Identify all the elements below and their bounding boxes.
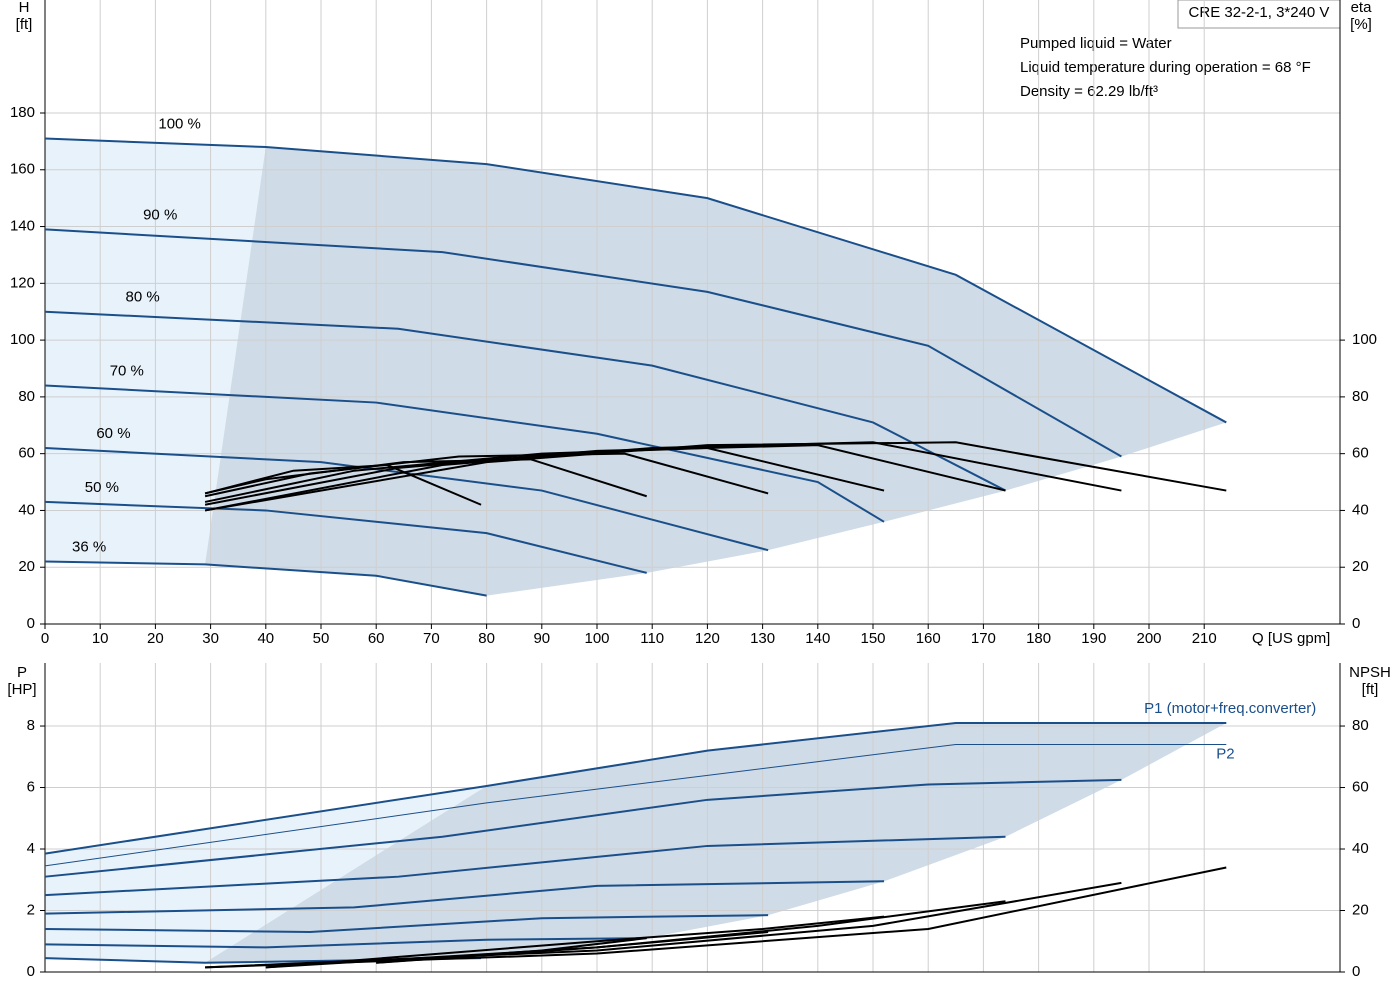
plot-layer: 0 10 20 30 40 50 60 70 80 90 100 110 120 130 140 150 160… xyxy=(10,0,1377,647)
x-tick-label: 180 xyxy=(1026,630,1051,647)
y2-tick-label: 60 xyxy=(1352,778,1369,795)
x-tick-label: 150 xyxy=(860,630,885,647)
y-tick-label: 6 xyxy=(27,778,35,795)
y-tick-label: 80 xyxy=(18,388,35,405)
y-label: P xyxy=(17,664,27,681)
x-tick-label: 70 xyxy=(423,630,440,647)
y-tick-label: 20 xyxy=(18,558,35,575)
curve xyxy=(44,743,1227,867)
x-tick-label: 170 xyxy=(971,630,996,647)
secondary-curve xyxy=(376,937,647,964)
curve xyxy=(44,384,885,523)
curve xyxy=(44,937,647,949)
secondary-curve xyxy=(265,915,885,969)
y2-tick-label: 40 xyxy=(1352,840,1369,857)
y2-tick-label: 100 xyxy=(1352,331,1377,348)
curve-label: 90 % xyxy=(143,206,177,223)
x-tick-label: 100 xyxy=(584,630,609,647)
x-tick-label: 90 xyxy=(533,630,550,647)
model-label: CRE 32-2-1, 3*240 V xyxy=(1189,4,1330,21)
curve xyxy=(44,880,885,915)
secondary-curve xyxy=(204,441,1227,512)
model-box xyxy=(1177,0,1341,29)
curve xyxy=(44,778,1122,878)
curve-label: 70 % xyxy=(110,362,144,379)
y2-tick-label: 60 xyxy=(1352,445,1369,462)
curve-label: 100 % xyxy=(158,116,201,133)
y2-tick-label: 80 xyxy=(1352,717,1369,734)
y-tick-label: 120 xyxy=(10,274,35,291)
curve xyxy=(44,914,769,934)
x-tick-label: 200 xyxy=(1136,630,1161,647)
y-tick-label: 0 xyxy=(27,963,35,980)
y-tick-label: 0 xyxy=(27,615,35,632)
curve xyxy=(44,228,1122,458)
y2-tick-label: 0 xyxy=(1352,615,1360,632)
curve xyxy=(44,446,769,552)
x-tick-label: 190 xyxy=(1081,630,1106,647)
x-tick-label: 160 xyxy=(916,630,941,647)
legend-label: P2 xyxy=(1216,745,1234,762)
y-tick-label: 60 xyxy=(18,445,35,462)
y2-tick-label: 40 xyxy=(1352,501,1369,518)
secondary-curve xyxy=(204,446,885,503)
curve xyxy=(44,500,647,574)
y2-tick-label: 20 xyxy=(1352,901,1369,918)
x-tick-label: 40 xyxy=(257,630,274,647)
curve-label: 36 % xyxy=(72,539,106,556)
x-tick-label: 60 xyxy=(368,630,385,647)
y-tick-label: 4 xyxy=(27,840,35,857)
curve-label: 50 % xyxy=(85,479,119,496)
y-tick-label: 180 xyxy=(10,104,35,121)
y2-tick-label: 20 xyxy=(1352,558,1369,575)
y2-unit: [%] xyxy=(1350,16,1372,33)
x-tick-label: 80 xyxy=(478,630,495,647)
curve xyxy=(44,310,1006,492)
x-tick-label: 130 xyxy=(750,630,775,647)
x-tick-label: 20 xyxy=(147,630,164,647)
x-tick-label: 10 xyxy=(92,630,109,647)
curve-label: 60 % xyxy=(96,425,130,442)
y-unit: [HP] xyxy=(7,681,36,698)
annotation: Density = 62.29 lb/ft³ xyxy=(1020,83,1158,100)
operating-range xyxy=(205,147,1227,596)
y2-label: NPSH xyxy=(1349,664,1391,681)
x-tick-label: 120 xyxy=(695,630,720,647)
curve xyxy=(44,560,487,597)
curve xyxy=(44,721,1227,855)
y-tick-label: 100 xyxy=(10,331,35,348)
annotation: Pumped liquid = Water xyxy=(1020,35,1172,52)
y-tick-label: 8 xyxy=(27,717,35,734)
secondary-curve xyxy=(204,441,1122,512)
secondary-curve xyxy=(204,452,769,498)
y2-unit: [ft] xyxy=(1362,681,1379,698)
x-tick-label: 210 xyxy=(1192,630,1217,647)
x-label: Q [US gpm] xyxy=(1252,630,1330,647)
x-tick-label: 0 xyxy=(41,630,49,647)
x-tick-label: 30 xyxy=(202,630,219,647)
curve-label: 80 % xyxy=(125,289,159,306)
annotation: Liquid temperature during operation = 68… xyxy=(1020,59,1311,76)
y2-label: eta xyxy=(1351,0,1373,16)
y-tick-label: 140 xyxy=(10,218,35,235)
y-tick-label: 160 xyxy=(10,161,35,178)
x-tick-label: 110 xyxy=(640,630,664,647)
curve xyxy=(44,137,1227,424)
y-label: H xyxy=(19,0,30,16)
y2-tick-label: 0 xyxy=(1352,963,1360,980)
curve xyxy=(44,835,1006,897)
y-tick-label: 2 xyxy=(27,901,35,918)
secondary-curve xyxy=(204,464,482,506)
x-tick-label: 50 xyxy=(313,630,330,647)
legend-label: P1 (motor+freq.converter) xyxy=(1144,700,1316,717)
x-tick-label: 140 xyxy=(805,630,830,647)
y-unit: [ft] xyxy=(16,16,33,33)
y-tick-label: 40 xyxy=(18,501,35,518)
y2-tick-label: 80 xyxy=(1352,388,1369,405)
